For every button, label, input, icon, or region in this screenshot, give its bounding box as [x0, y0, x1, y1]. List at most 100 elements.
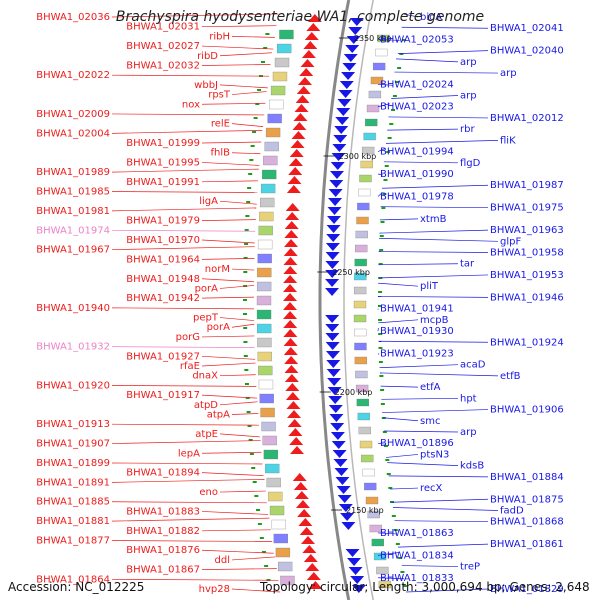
reverse-gene-arrow	[338, 504, 353, 512]
gene-leader-line	[377, 353, 380, 355]
kbp-tick-label: 2300 kbp	[339, 152, 377, 161]
forward-gene-arrow	[298, 518, 313, 526]
gene-leader-line	[382, 417, 419, 422]
forward-gene-arrow	[291, 131, 306, 139]
gene-label-forward: BHWA1_01876	[126, 545, 200, 556]
gene-leader-line	[201, 258, 255, 260]
reverse-gene-arrow	[336, 486, 351, 494]
gene-label-forward: BHWA1_01881	[36, 516, 110, 527]
feature-block-reverse	[354, 328, 367, 337]
forward-gene-arrow	[296, 86, 311, 94]
gene-label-forward: relE	[211, 119, 230, 130]
gc-tick-forward	[257, 523, 262, 525]
feature-block-forward	[260, 197, 275, 208]
gc-tick-forward	[250, 145, 255, 147]
reverse-gene-arrow	[333, 135, 348, 143]
gene-leader-line	[378, 251, 489, 253]
gene-label-forward: porG	[176, 332, 200, 343]
gene-leader-line	[219, 401, 258, 406]
reverse-gene-arrow	[336, 108, 351, 116]
gene-leader-line	[377, 103, 390, 108]
feature-block-forward	[271, 519, 287, 530]
gc-tick-reverse	[397, 67, 402, 69]
feature-block-forward	[269, 99, 284, 110]
gene-leader-line	[231, 91, 267, 95]
gene-leader-line	[377, 148, 386, 152]
gene-label-forward: BHWA1_02036	[36, 12, 110, 23]
gene-label-reverse: BHWA1_01978	[380, 191, 454, 202]
feature-block-reverse	[375, 48, 388, 57]
gene-leader-line	[231, 588, 281, 593]
feature-block-reverse	[357, 412, 370, 421]
gene-label-forward: BHWA1_02022	[36, 70, 110, 81]
feature-block-forward	[275, 547, 291, 558]
gene-leader-line	[219, 52, 272, 57]
reverse-gene-arrow	[329, 171, 344, 179]
feature-block-forward	[256, 281, 272, 292]
gene-leader-line	[383, 161, 459, 164]
forward-gene-arrow	[283, 284, 298, 292]
gene-leader-line	[231, 152, 261, 155]
feature-block-forward	[259, 211, 274, 222]
gene-label-forward: BHWA1_01913	[36, 419, 110, 430]
forward-gene-arrow	[308, 581, 323, 589]
reverse-gene-arrow	[330, 162, 345, 170]
feature-block-forward	[277, 561, 293, 572]
gene-label-forward: BHWA1_01899	[36, 458, 110, 469]
forward-gene-arrow	[284, 365, 299, 373]
gene-label-forward: BHWA1_02027	[126, 41, 200, 52]
reverse-gene-arrow	[325, 342, 340, 350]
feature-block-reverse	[356, 398, 370, 407]
gc-tick-forward	[247, 425, 252, 427]
gene-leader-line	[111, 74, 270, 77]
gene-label-reverse: BHWA1_01861	[490, 539, 564, 550]
forward-gene-arrow	[304, 32, 319, 40]
gc-tick-forward	[253, 117, 258, 119]
gene-label-forward: BHWA1_01999	[126, 138, 200, 149]
gene-label-forward: atpE	[195, 429, 218, 440]
feature-block-forward	[270, 85, 286, 96]
gc-tick-reverse	[378, 319, 383, 321]
gene-label-forward: lepA	[178, 448, 200, 459]
gc-tick-reverse	[378, 263, 383, 265]
gene-leader-line	[201, 219, 256, 221]
gene-leader-line	[379, 229, 489, 234]
reverse-gene-arrow	[342, 63, 357, 71]
reverse-gene-arrow	[345, 549, 360, 557]
gc-tick-forward	[245, 397, 250, 399]
gene-leader-line	[219, 200, 257, 205]
gc-tick-forward	[243, 271, 248, 273]
forward-gene-arrow	[306, 23, 321, 31]
forward-gene-arrow	[288, 158, 303, 166]
forward-gene-arrow	[301, 50, 316, 58]
feature-block-reverse	[368, 90, 382, 99]
gene-leader-line	[387, 462, 459, 466]
feature-block-forward	[274, 57, 290, 68]
forward-gene-arrow	[307, 14, 322, 22]
gene-leader-line	[201, 180, 259, 183]
feature-block-forward	[258, 225, 273, 236]
gene-label-reverse: fliK	[500, 135, 516, 146]
gene-label-forward: BHWA1_01974	[36, 225, 110, 236]
gc-tick-reverse	[380, 403, 385, 405]
reverse-gene-arrow	[343, 54, 358, 62]
feature-block-forward	[263, 155, 278, 166]
gene-label-forward: dnaX	[192, 371, 218, 382]
reverse-gene-arrow	[333, 459, 348, 467]
gc-tick-reverse	[384, 445, 389, 447]
reverse-gene-arrow	[348, 27, 363, 35]
gc-tick-forward	[243, 341, 248, 343]
gene-label-forward: atpD	[194, 400, 218, 411]
gene-leader-line	[201, 568, 277, 570]
gc-tick-forward	[245, 215, 250, 217]
forward-gene-arrow	[285, 392, 300, 400]
gc-tick-forward	[256, 509, 261, 511]
gc-tick-reverse	[401, 39, 406, 41]
forward-gene-arrow	[287, 410, 302, 418]
gene-leader-line	[219, 285, 255, 289]
gene-leader-line	[387, 128, 459, 131]
gene-leader-line	[388, 475, 489, 478]
gene-leader-line	[111, 191, 258, 193]
gene-leader-line	[201, 278, 255, 283]
gene-leader-line	[111, 207, 257, 212]
